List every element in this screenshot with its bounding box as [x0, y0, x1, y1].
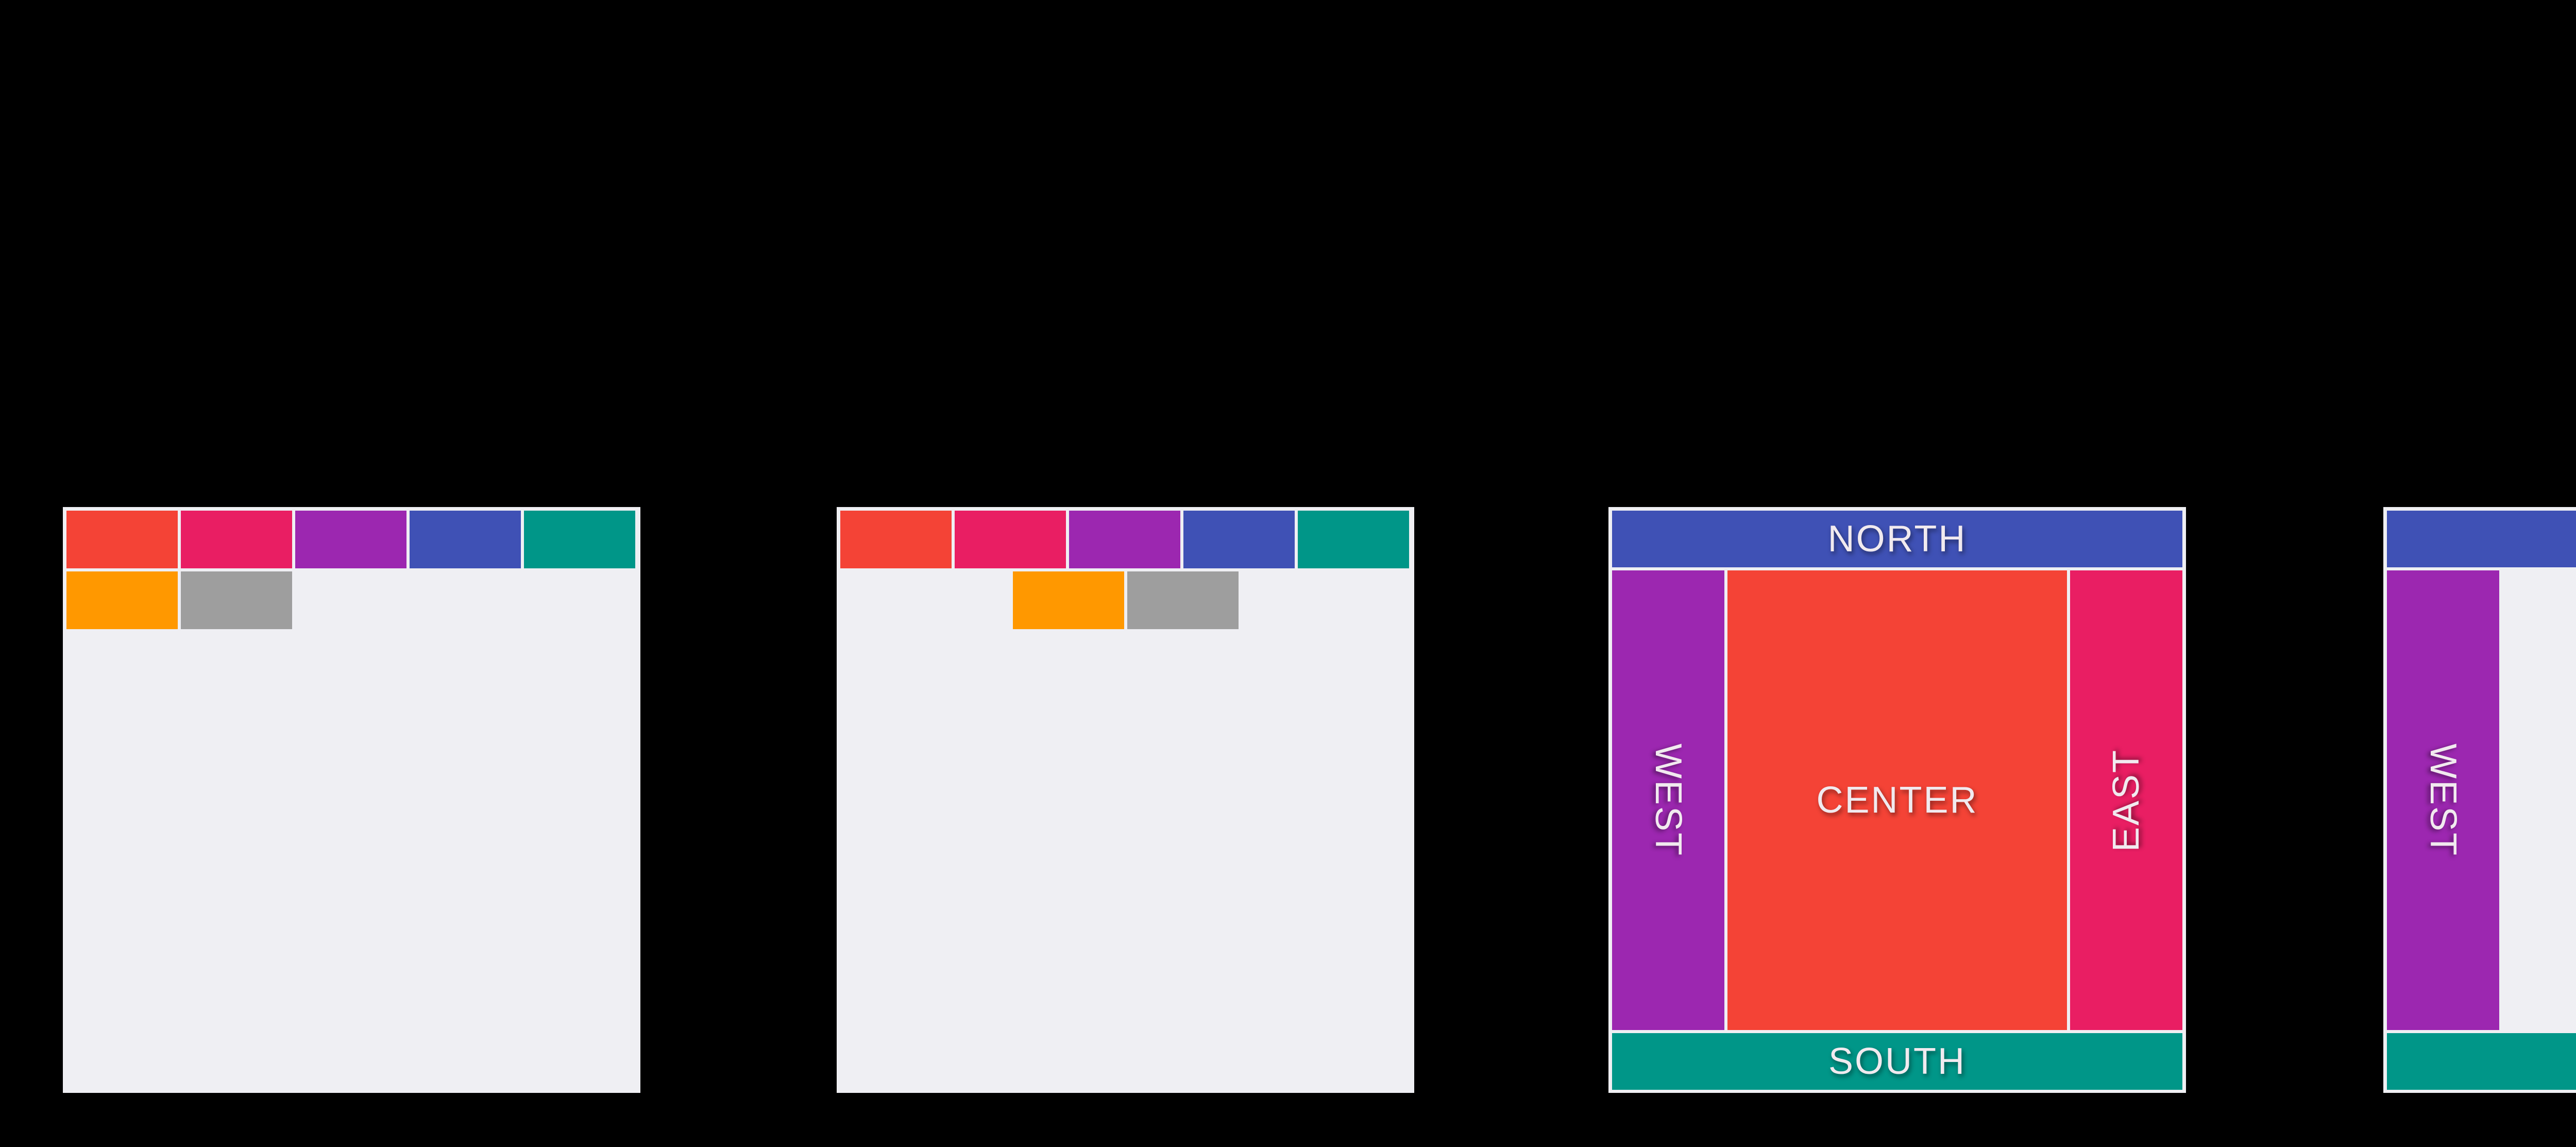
border-region-center: CENTER [1727, 570, 2067, 1030]
flow-row-2 [66, 571, 637, 629]
border-region-west: WEST [1612, 570, 1724, 1030]
border-region-north: NORTH [2387, 511, 2576, 567]
border-middle-row: WEST CENTER EAST [2387, 570, 2576, 1030]
center-label: CENTER [1816, 780, 1978, 821]
flow-block-teal [1298, 511, 1409, 568]
west-label: WEST [2422, 744, 2464, 857]
flow-layout-panel-center [837, 507, 1414, 1093]
flow-block-pink [181, 511, 292, 568]
border-region-south: SOUTH [1612, 1033, 2182, 1090]
south-label: SOUTH [1828, 1041, 1966, 1082]
flow-block-orange [1012, 571, 1124, 629]
flow-block-blue [1183, 511, 1295, 568]
flow-row-1 [840, 511, 1411, 568]
border-region-east: EAST [2070, 570, 2182, 1030]
flow-block-purple [295, 511, 406, 568]
flow-row-1 [66, 511, 637, 568]
flow-block-teal [524, 511, 635, 568]
border-region-north: NORTH [1612, 511, 2182, 567]
border-layout-panel-compact: NORTH WEST CENTER EAST SOUTH [2383, 507, 2576, 1093]
flow-block-purple [1069, 511, 1180, 568]
border-region-west: WEST [2387, 570, 2499, 1030]
border-region-south: SOUTH [2387, 1033, 2576, 1090]
flow-block-gray [181, 571, 292, 629]
east-label: EAST [2106, 748, 2147, 852]
flow-block-orange [66, 571, 178, 629]
flow-row-2 [840, 571, 1411, 629]
west-label: WEST [1648, 744, 1689, 857]
flow-block-red [840, 511, 952, 568]
flow-layout-panel-left [63, 507, 640, 1093]
border-layout-panel-fill: NORTH WEST CENTER EAST SOUTH [1608, 507, 2186, 1093]
flow-block-blue [410, 511, 521, 568]
flow-block-pink [955, 511, 1066, 568]
flow-block-gray [1127, 571, 1239, 629]
north-label: NORTH [1827, 518, 1967, 560]
flow-block-red [66, 511, 178, 568]
border-middle-row: WEST CENTER EAST [1612, 570, 2182, 1030]
